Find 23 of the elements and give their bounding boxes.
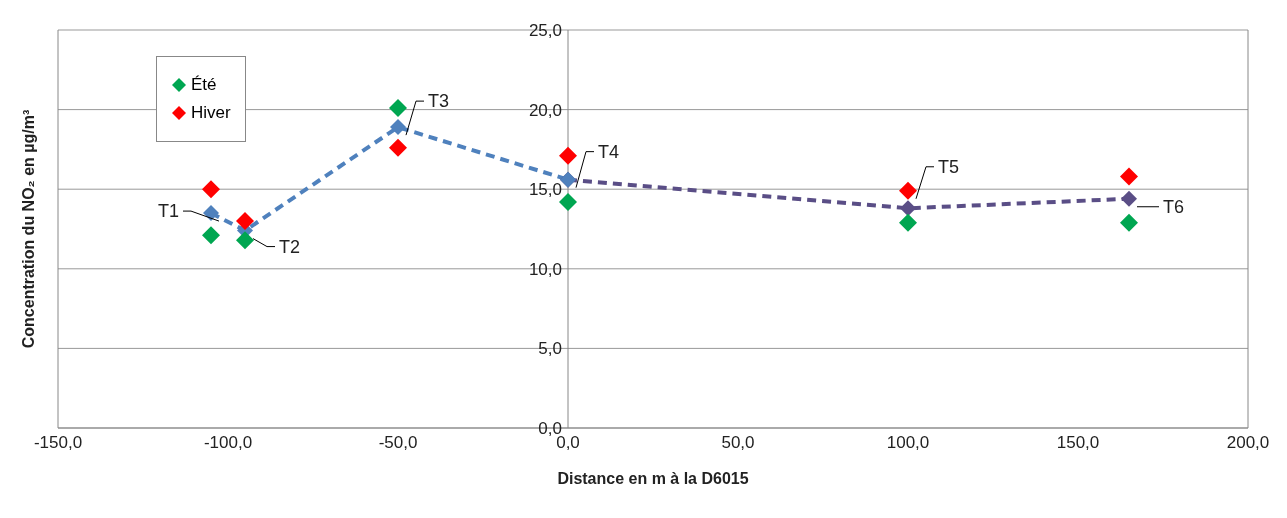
- x-tick-label: -150,0: [33, 433, 83, 453]
- x-tick-label: 200,0: [1226, 433, 1270, 453]
- x-tick-label: -100,0: [203, 433, 253, 453]
- legend-label: Été: [191, 75, 217, 95]
- annotation: T2: [279, 236, 301, 257]
- y-tick-label: 20,0: [528, 100, 562, 120]
- x-tick-label: 0,0: [556, 433, 580, 453]
- annotation: T5: [938, 156, 960, 177]
- annotation: T3: [428, 91, 450, 112]
- y-tick-label: 10,0: [528, 259, 562, 279]
- annotation: T4: [598, 141, 620, 162]
- y-tick-label: 5,0: [538, 339, 562, 359]
- annotation: T6: [1163, 196, 1185, 217]
- x-tick-label: 100,0: [886, 433, 930, 453]
- y-tick-label: 25,0: [528, 21, 562, 40]
- x-tick-label: 50,0: [721, 433, 755, 453]
- y-axis-title: Concentration du NO₂ en µg/m³: [19, 109, 37, 349]
- legend-label: Hiver: [191, 103, 231, 123]
- x-axis-title: Distance en m à la D6015: [557, 470, 749, 487]
- y-tick-label: 15,0: [528, 180, 562, 200]
- x-tick-label: -50,0: [378, 433, 418, 453]
- annotation: T1: [157, 201, 179, 222]
- x-tick-label: 150,0: [1056, 433, 1100, 453]
